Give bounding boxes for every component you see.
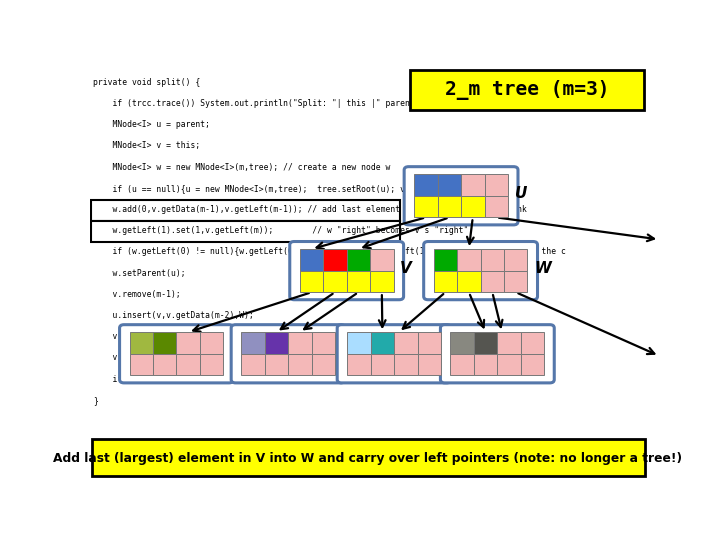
Bar (481, 249, 504, 271)
Text: w.setParent(u);: w.setParent(u); (93, 268, 186, 278)
Bar (461, 196, 485, 218)
Bar (288, 332, 312, 354)
FancyBboxPatch shape (441, 325, 554, 383)
FancyBboxPatch shape (120, 325, 233, 383)
Bar (438, 174, 461, 196)
Text: if (u.size() == m+1) u.split();: if (u.size() == m+1) u.split(); (93, 375, 264, 383)
Text: u.insert(v,v.getData(m-2),W);: u.insert(v,v.getData(m-2),W); (93, 311, 253, 320)
Bar (288, 354, 312, 375)
Text: MNode<I> v = this;: MNode<I> v = this; (93, 141, 200, 150)
Bar (414, 174, 438, 196)
Bar (130, 332, 153, 354)
Text: w.add(0,v.getData(m-1),v.getLeft(m-1)); // add last element in v to w, with left: w.add(0,v.getData(m-1),v.getLeft(m-1)); … (93, 205, 526, 214)
Bar (461, 174, 485, 196)
Bar (300, 271, 323, 292)
Bar (457, 249, 481, 271)
Bar (200, 332, 223, 354)
Bar (200, 354, 223, 375)
Bar (498, 332, 521, 354)
Bar (418, 332, 441, 354)
Bar (347, 354, 371, 375)
Bar (241, 354, 265, 375)
FancyBboxPatch shape (410, 70, 644, 110)
Text: }: } (93, 396, 98, 405)
Bar (521, 354, 544, 375)
Text: V: V (400, 261, 412, 276)
FancyBboxPatch shape (337, 325, 451, 383)
Bar (433, 271, 457, 292)
Text: MNode<I> u = parent;: MNode<I> u = parent; (93, 120, 210, 129)
Bar (481, 271, 504, 292)
Bar (323, 271, 347, 292)
Bar (265, 354, 288, 375)
Bar (438, 196, 461, 218)
Bar (418, 354, 441, 375)
Bar (153, 332, 176, 354)
Bar (130, 354, 153, 375)
Text: v.getLeft(1).set(m-1,v.getLeft(m-2));: v.getLeft(1).set(m-1,v.getLeft(m-2)); (93, 332, 292, 341)
FancyBboxPatch shape (404, 167, 518, 225)
Bar (323, 249, 347, 271)
Bar (474, 332, 498, 354)
Bar (347, 271, 370, 292)
Bar (433, 249, 457, 271)
Bar (371, 354, 394, 375)
Bar (371, 332, 394, 354)
FancyBboxPatch shape (423, 241, 538, 300)
Text: v.remove(m-1);: v.remove(m-1); (93, 290, 181, 299)
Bar (394, 354, 418, 375)
Bar (347, 249, 370, 271)
Text: if (w.getLeft(0) != null){w.getLeft(0).setParent(w); w.getLeft(1).setParent(w);}: if (w.getLeft(0) != null){w.getLeft(0).s… (93, 247, 566, 256)
Bar (504, 249, 528, 271)
Bar (300, 249, 323, 271)
Bar (485, 174, 508, 196)
Text: MNode<I> w = new MNode<I>(m,tree); // create a new node w: MNode<I> w = new MNode<I>(m,tree); // cr… (93, 163, 390, 172)
Bar (451, 332, 474, 354)
Bar (153, 354, 176, 375)
Text: U: U (515, 186, 527, 201)
Bar (498, 354, 521, 375)
Bar (347, 332, 371, 354)
Text: 2_m tree (m=3): 2_m tree (m=3) (445, 80, 609, 100)
Bar (241, 332, 265, 354)
Text: private void split() {: private void split() { (93, 78, 200, 87)
Bar (414, 196, 438, 218)
Bar (451, 354, 474, 375)
FancyBboxPatch shape (231, 325, 345, 383)
Bar (370, 249, 394, 271)
Bar (457, 271, 481, 292)
Text: W: W (534, 261, 551, 276)
FancyBboxPatch shape (91, 200, 400, 220)
Text: Add last (largest) element in V into W and carry over left pointers (note: no lo: Add last (largest) element in V into W a… (53, 451, 682, 464)
Bar (312, 332, 335, 354)
Bar (176, 332, 200, 354)
FancyBboxPatch shape (91, 440, 645, 476)
Text: w.getLeft(1).set(1,v.getLeft(m));        // w "right" becomes v's "right": w.getLeft(1).set(1,v.getLeft(m)); // w "… (93, 226, 468, 235)
Bar (504, 271, 528, 292)
Bar (312, 354, 335, 375)
Bar (485, 196, 508, 218)
Text: if (u == null){u = new MNode<I>(m,tree);  tree.setRoot(u); v.setParent(u);}: if (u == null){u = new MNode<I>(m,tree);… (93, 184, 478, 193)
Bar (394, 332, 418, 354)
Text: if (trcc.trace()) System.out.println("Split: "| this |" parent: "| parent);: if (trcc.trace()) System.out.println("Sp… (93, 99, 478, 108)
FancyBboxPatch shape (289, 241, 404, 300)
FancyBboxPatch shape (91, 221, 400, 242)
Bar (521, 332, 544, 354)
Bar (474, 354, 498, 375)
Bar (176, 354, 200, 375)
Text: v.remove(m-2);: v.remove(m-2); (93, 354, 181, 362)
Bar (370, 271, 394, 292)
Bar (265, 332, 288, 354)
